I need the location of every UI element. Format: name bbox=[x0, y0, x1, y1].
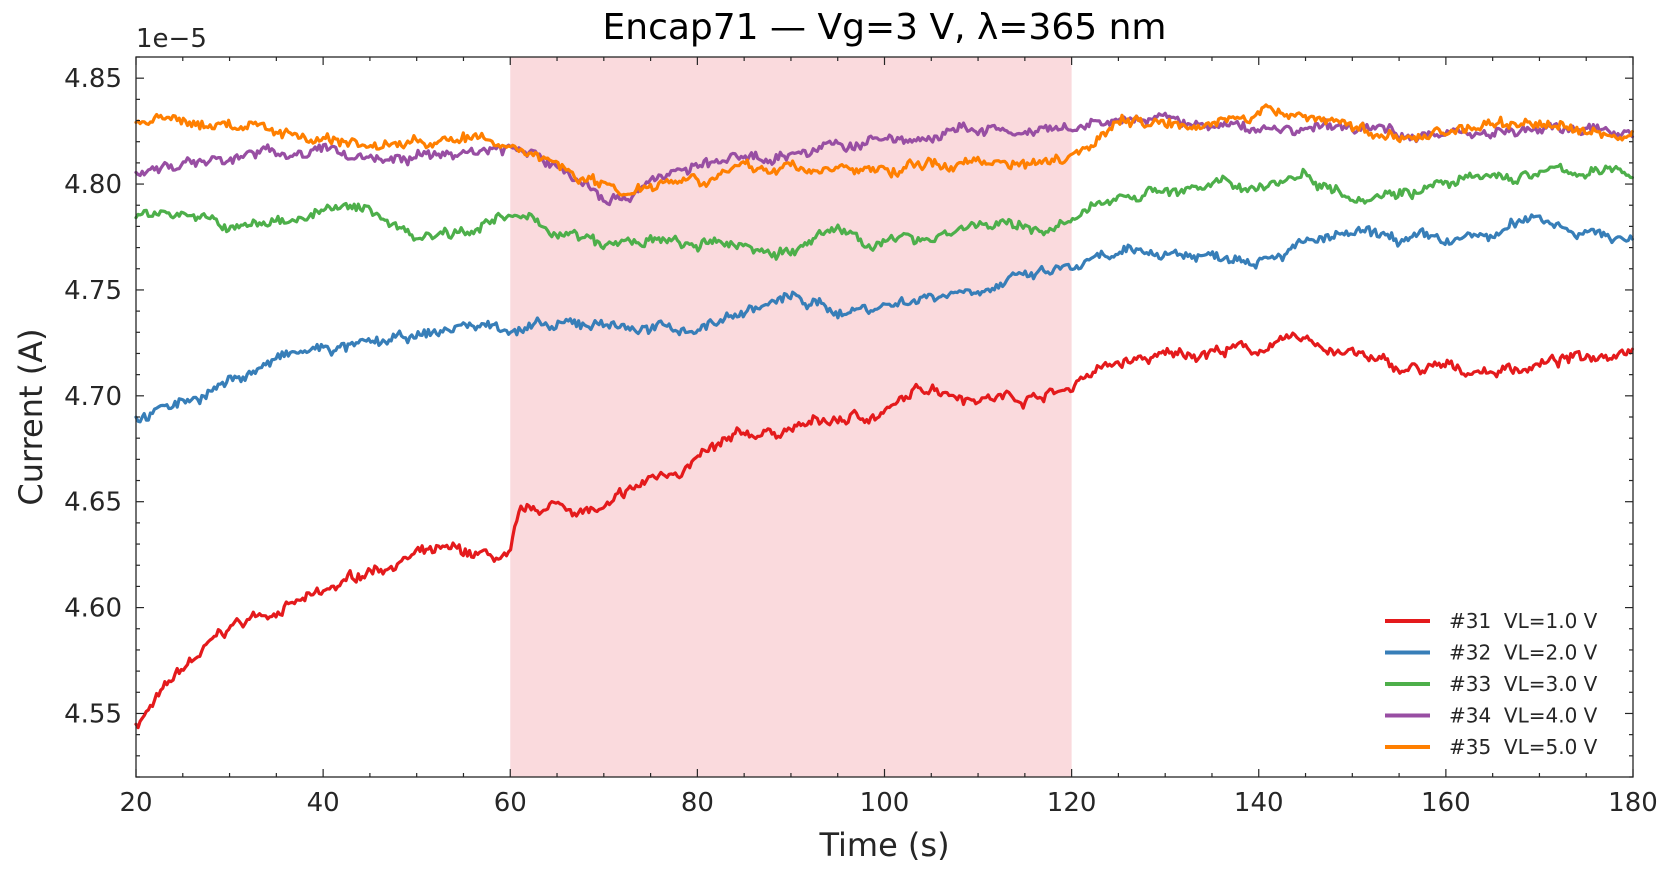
x-tick-label: 100 bbox=[860, 788, 910, 818]
series-line-5 bbox=[134, 103, 1635, 197]
series-line-1 bbox=[134, 331, 1635, 730]
legend-label-2: #32 VL=2.0 V bbox=[1449, 641, 1598, 665]
legend-label-1: #31 VL=1.0 V bbox=[1449, 609, 1598, 633]
x-tick-label: 140 bbox=[1234, 788, 1284, 818]
series-line-3 bbox=[134, 162, 1635, 261]
y-tick-label: 4.85 bbox=[64, 64, 122, 94]
y-tick-label: 4.75 bbox=[64, 276, 122, 306]
legend-label-4: #34 VL=4.0 V bbox=[1449, 704, 1598, 728]
x-tick-label: 180 bbox=[1608, 788, 1658, 818]
x-tick-label: 40 bbox=[307, 788, 340, 818]
y-tick-label: 4.65 bbox=[64, 488, 122, 518]
legend-label-5: #35 VL=5.0 V bbox=[1449, 735, 1598, 759]
shaded-illumination-region bbox=[510, 57, 1072, 777]
y-tick-label: 4.70 bbox=[64, 382, 122, 412]
series-layer bbox=[134, 103, 1635, 730]
x-tick-label: 120 bbox=[1047, 788, 1097, 818]
x-axis-title: Time (s) bbox=[818, 826, 949, 864]
y-tick-label: 4.60 bbox=[64, 594, 122, 624]
series-line-2 bbox=[134, 213, 1635, 424]
legend-label-3: #33 VL=3.0 V bbox=[1449, 672, 1598, 696]
x-tick-label: 160 bbox=[1421, 788, 1471, 818]
ticks-layer: 20 40 60 80 100 120 140 160 180 4.55 4.60 4.65 4.70 4… bbox=[64, 56, 1658, 818]
y-axis-title: Current (A) bbox=[12, 328, 50, 505]
legend: #31 VL=1.0 V #32 VL=2.0 V #33 VL=3.0 V #34 … bbox=[1385, 609, 1598, 759]
y-tick-label: 4.80 bbox=[64, 170, 122, 200]
x-tick-label: 80 bbox=[681, 788, 714, 818]
y-axis-offset-label: 1e−5 bbox=[136, 24, 207, 54]
x-tick-label: 60 bbox=[494, 788, 527, 818]
x-tick-label: 20 bbox=[119, 788, 152, 818]
y-tick-label: 4.55 bbox=[64, 699, 122, 729]
chart-title: Encap71 — Vg=3 V, λ=365 nm bbox=[603, 7, 1167, 48]
series-line-4 bbox=[134, 111, 1635, 207]
